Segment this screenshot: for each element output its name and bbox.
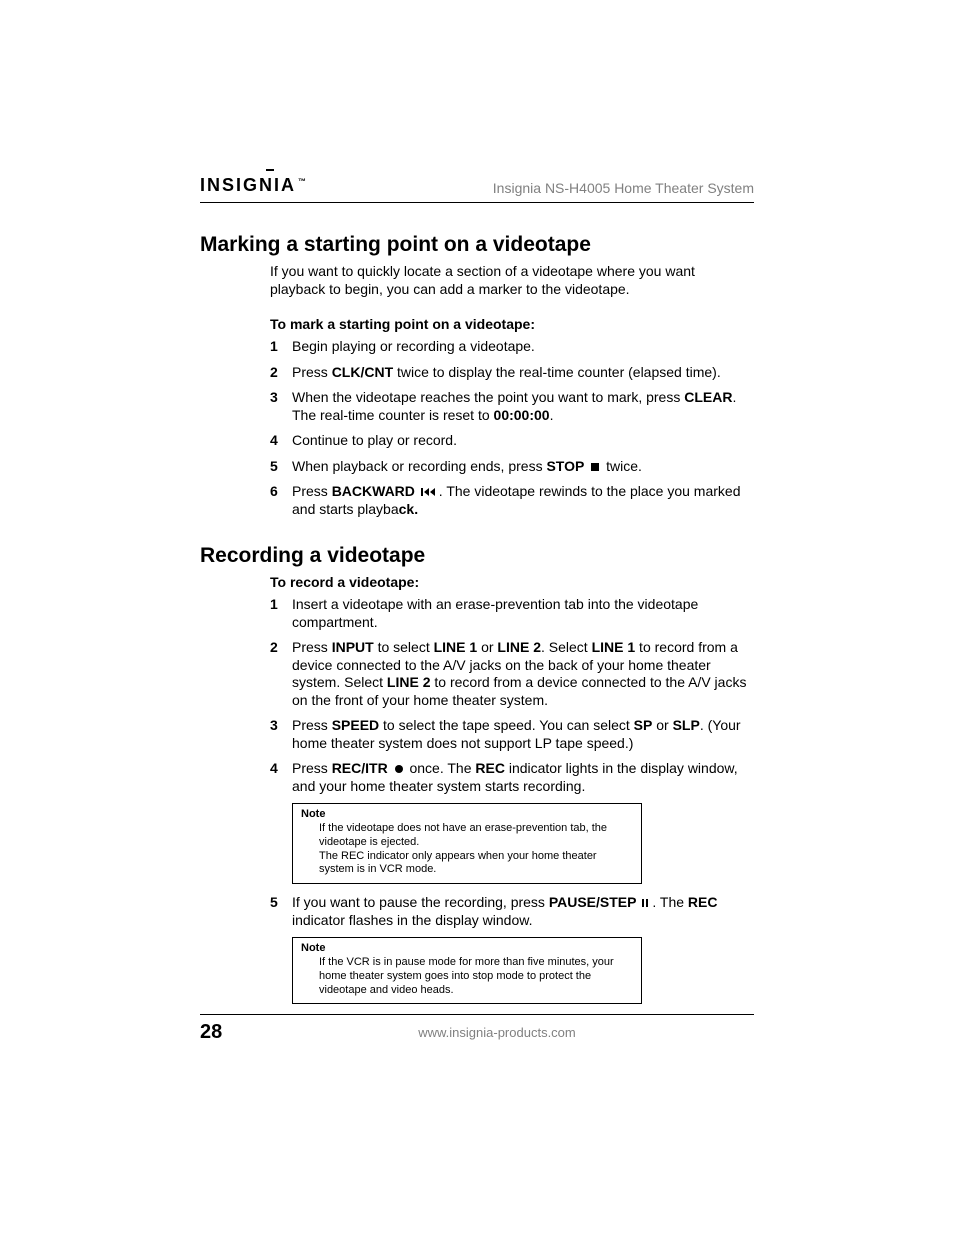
note-text: The REC indicator only appears when your… [319,850,633,878]
step-text: When the videotape reaches the point you… [292,389,754,424]
step-item: 3When the videotape reaches the point yo… [270,389,754,424]
step-item: 4Press REC/ITR once. The REC indicator l… [270,760,754,795]
note-label: Note [301,808,633,820]
page-footer: 28 www.insignia-products.com [200,1021,754,1044]
step-item: 6Press BACKWARD . The videotape rewinds … [270,483,754,518]
step-text: When playback or recording ends, press S… [292,458,754,476]
step-item: 2Press CLK/CNT twice to display the real… [270,364,754,382]
note-label: Note [301,942,633,954]
step-text: Press BACKWARD . The videotape rewinds t… [292,483,754,518]
procedure-steps-marking: 1Begin playing or recording a videotape.… [270,338,754,518]
step-text: Press REC/ITR once. The REC indicator li… [292,760,754,795]
step-number: 1 [270,338,292,356]
section-intro: If you want to quickly locate a section … [270,263,754,298]
note-text: If the VCR is in pause mode for more tha… [319,956,633,997]
step-item: 1Insert a videotape with an erase-preven… [270,596,754,631]
step-item: 2Press INPUT to select LINE 1 or LINE 2.… [270,639,754,709]
page-header: INSIGNIA™ Insignia NS-H4005 Home Theater… [200,175,754,196]
page-number: 28 [200,1021,240,1044]
manual-page: INSIGNIA™ Insignia NS-H4005 Home Theater… [0,0,954,1235]
logo-text: INSIGNIA [200,175,296,195]
procedure-step-5: 5If you want to pause the recording, pre… [270,894,754,929]
header-divider [200,202,754,203]
step-item: 5When playback or recording ends, press … [270,458,754,476]
procedure-heading-recording: To record a videotape: [270,574,754,590]
step-text: Continue to play or record. [292,432,754,450]
footer-url: www.insignia-products.com [240,1025,754,1040]
step-text: Insert a videotape with an erase-prevent… [292,596,754,631]
step-number: 5 [270,894,292,929]
step-text: Press INPUT to select LINE 1 or LINE 2. … [292,639,754,709]
note-box: Note If the VCR is in pause mode for mor… [292,937,642,1004]
procedure-steps-recording: 1Insert a videotape with an erase-preven… [270,596,754,795]
procedure-heading: To mark a starting point on a videotape: [270,316,754,332]
step-number: 1 [270,596,292,631]
step-item: 1Begin playing or recording a videotape. [270,338,754,356]
step-number: 3 [270,717,292,752]
step-text: Begin playing or recording a videotape. [292,338,754,356]
step-number: 2 [270,364,292,382]
note-text: If the videotape does not have an erase-… [319,822,633,850]
logo-accent-icon [266,169,274,171]
step-text: If you want to pause the recording, pres… [292,894,754,929]
step-number: 4 [270,432,292,450]
step-text: Press SPEED to select the tape speed. Yo… [292,717,754,752]
step-number: 5 [270,458,292,476]
trademark-symbol: ™ [298,177,306,186]
footer-divider [200,1014,754,1015]
section-heading-recording: Recording a videotape [200,544,754,568]
step-number: 4 [270,760,292,795]
step-number: 6 [270,483,292,518]
step-item: 3Press SPEED to select the tape speed. Y… [270,717,754,752]
step-item: 5If you want to pause the recording, pre… [270,894,754,929]
step-number: 2 [270,639,292,709]
note-box: Note If the videotape does not have an e… [292,803,642,884]
brand-logo: INSIGNIA™ [200,175,306,196]
step-text: Press CLK/CNT twice to display the real-… [292,364,754,382]
step-item: 4Continue to play or record. [270,432,754,450]
step-number: 3 [270,389,292,424]
section-heading-marking: Marking a starting point on a videotape [200,233,754,257]
product-title: Insignia NS-H4005 Home Theater System [493,180,754,196]
